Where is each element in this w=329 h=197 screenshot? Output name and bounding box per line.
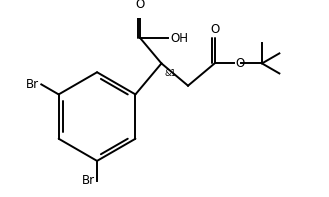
- Text: O: O: [136, 0, 145, 11]
- Text: Br: Br: [26, 78, 39, 91]
- Text: &1: &1: [164, 69, 176, 78]
- Text: O: O: [236, 57, 245, 70]
- Text: OH: OH: [170, 32, 188, 45]
- Text: O: O: [210, 23, 219, 36]
- Text: Br: Br: [82, 174, 95, 187]
